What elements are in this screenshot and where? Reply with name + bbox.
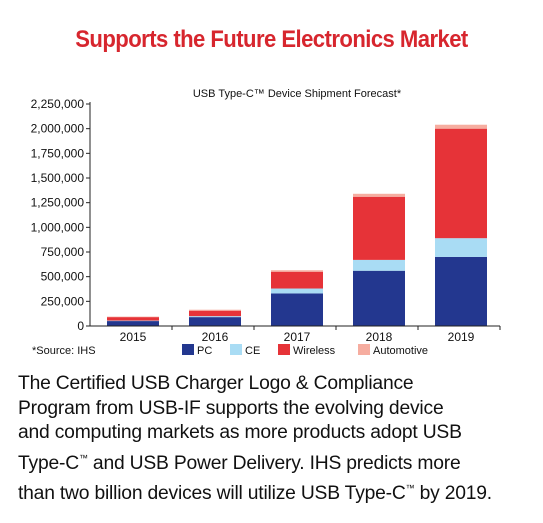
bar-segment-ce xyxy=(435,238,487,257)
legend-swatch-wireless xyxy=(278,344,290,355)
y-axis: 0 250,000 500,000 750,000 1,000,000 1,250,000… xyxy=(31,97,91,333)
source-note: *Source: IHS xyxy=(32,345,96,357)
legend-swatch-automotive xyxy=(358,344,370,355)
x-tick-label: 2016 xyxy=(202,330,229,344)
bar-segment-wireless xyxy=(189,310,241,317)
bar-segment-pc xyxy=(271,293,323,326)
x-tick-label: 2017 xyxy=(284,330,311,344)
x-tick-label: 2018 xyxy=(366,330,393,344)
trademark-symbol: ™ xyxy=(78,452,88,463)
y-tick-label: 1,250,000 xyxy=(31,196,85,210)
legend-label-pc: PC xyxy=(197,345,212,357)
bar-segment-wireless xyxy=(271,271,323,289)
page-headline: Supports the Future Electronics Market xyxy=(75,26,468,53)
chart-title: USB Type-C™ Device Shipment Forecast* xyxy=(193,88,402,100)
body-line-4-start: Type-C xyxy=(18,452,79,474)
bar-segment-wireless xyxy=(435,128,487,239)
body-line-4-end: and USB Power Delivery. IHS predicts mor… xyxy=(87,452,461,474)
y-tick-label: 1,750,000 xyxy=(31,146,85,160)
y-tick-label: 750,000 xyxy=(41,245,85,259)
bar-segment-automotive xyxy=(353,193,405,197)
y-tick-label: 1,000,000 xyxy=(31,220,85,234)
y-tick-label: 2,250,000 xyxy=(31,97,85,111)
y-tick-label: 0 xyxy=(77,319,84,333)
x-tick-label: 2019 xyxy=(448,330,475,344)
body-line-5: than two billion devices will utilize US… xyxy=(18,476,538,507)
legend-label-ce: CE xyxy=(245,345,260,357)
legend-swatch-ce xyxy=(230,344,242,355)
legend-swatch-pc xyxy=(182,344,194,355)
legend-label-wireless: Wireless xyxy=(293,345,336,357)
body-paragraph: The Certified USB Charger Logo & Complia… xyxy=(18,372,538,507)
bar-segment-ce xyxy=(353,259,405,271)
bar-segment-automotive xyxy=(189,309,241,311)
bar-segment-wireless xyxy=(353,196,405,260)
trademark-symbol-2: ™ xyxy=(405,483,415,494)
bar-segment-automotive xyxy=(271,270,323,272)
x-tick-label: 2015 xyxy=(120,330,147,344)
body-line-5-start: than two billion devices will utilize US… xyxy=(18,483,406,505)
body-line-1: The Certified USB Charger Logo & Complia… xyxy=(18,373,414,394)
legend-label-automotive: Automotive xyxy=(373,345,428,357)
bar-segment-ce xyxy=(189,316,241,318)
bar-segment-ce xyxy=(271,288,323,294)
bar-segment-wireless xyxy=(107,317,159,321)
bar-segment-pc xyxy=(107,321,159,326)
body-line-3: and computing markets as more products a… xyxy=(18,422,462,444)
body-line-4: Type-C™ and USB Power Delivery. IHS pred… xyxy=(18,446,538,477)
y-tick-label: 250,000 xyxy=(41,294,85,308)
x-axis: 2015 2016 2017 2018 2019 xyxy=(90,325,501,344)
body-line-5-end: by 2019. xyxy=(414,483,493,505)
y-tick-label: 2,000,000 xyxy=(31,122,85,136)
y-tick-label: 1,500,000 xyxy=(31,171,85,185)
bar-area xyxy=(107,124,487,326)
bar-segment-pc xyxy=(435,256,487,326)
chart-legend: PC CE Wireless Automotive xyxy=(182,344,428,357)
body-line-2: Program from USB-IF supports the evolvin… xyxy=(18,397,444,419)
bar-segment-automotive xyxy=(435,124,487,129)
bar-segment-pc xyxy=(353,270,405,326)
y-tick-label: 500,000 xyxy=(41,270,85,284)
bar-segment-pc xyxy=(189,317,241,326)
shipment-forecast-chart: USB Type-C™ Device Shipment Forecast* 02… xyxy=(31,88,501,357)
